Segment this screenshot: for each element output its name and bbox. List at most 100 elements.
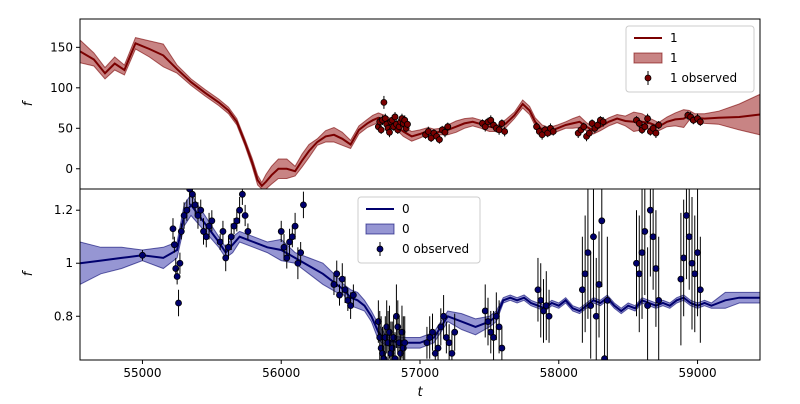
bottom-observed-point (208, 210, 216, 232)
bottom-point-marker (222, 254, 230, 262)
top-point-marker (652, 129, 660, 137)
top-point-marker (380, 98, 388, 106)
top-point-marker (498, 120, 506, 127)
bottom-plot-frame (79, 188, 761, 361)
bottom-observed-point (291, 212, 299, 240)
bottom-observed-point (545, 289, 553, 343)
bottom-observed-point (603, 236, 611, 360)
bottom-point-marker (333, 270, 341, 278)
bottom-point-marker (393, 312, 400, 320)
top-y-tick-label: 150 (50, 40, 73, 54)
bottom-point-marker (280, 243, 288, 251)
bottom-point-marker (641, 228, 649, 235)
bottom-point-marker (451, 328, 459, 336)
bottom-point-marker (244, 228, 252, 235)
bottom-x-tick-label: 55000 (123, 366, 161, 380)
bottom-point-marker (601, 355, 608, 360)
bottom-observed-point (652, 210, 660, 327)
bottom-point-marker (169, 225, 177, 233)
bottom-point-marker (638, 249, 646, 257)
bottom-point-marker (347, 302, 355, 310)
bottom-observed-point (649, 189, 657, 290)
bottom-point-marker (338, 275, 346, 283)
top-observed-point (380, 95, 388, 109)
bottom-observed-point (537, 263, 545, 338)
bottom-observed-point (434, 332, 442, 360)
top-observed-point (444, 122, 452, 131)
bottom-point-marker (172, 265, 180, 272)
bottom-observed-point (688, 196, 696, 330)
top-legend-key-points (644, 71, 652, 85)
top-observed-point (436, 135, 443, 144)
bottom-observed-point (451, 313, 459, 351)
bottom-observed-point (677, 212, 685, 346)
bottom-observed-point (685, 189, 693, 290)
bottom-observed-point (584, 189, 592, 319)
top-legend-key-band (633, 52, 663, 64)
bottom-confidence-band (80, 193, 760, 349)
bottom-point-marker (688, 259, 696, 267)
bottom-point-marker (655, 296, 663, 304)
bottom-point-marker (492, 312, 500, 320)
top-point-marker (585, 129, 593, 137)
bottom-point-marker (437, 323, 445, 331)
bottom-point-marker (545, 312, 553, 320)
bottom-observed-point (542, 271, 550, 341)
bottom-point-marker (448, 349, 456, 357)
bottom-point-marker (696, 286, 704, 294)
bottom-point-marker (388, 344, 396, 352)
top-legend: 1 1 1 observed (625, 25, 755, 93)
top-legend-box (625, 25, 755, 93)
bottom-observed-point (429, 313, 436, 351)
bottom-point-marker (176, 259, 184, 267)
bottom-point-marker (374, 318, 382, 325)
bottom-observed-point (655, 236, 663, 360)
top-observed-point (391, 112, 399, 122)
bottom-point-marker (694, 249, 701, 257)
top-observed-point (498, 119, 506, 128)
bottom-point-marker (691, 270, 699, 278)
bottom-observed-point (219, 220, 227, 243)
bottom-observed-point (644, 247, 651, 360)
top-point-marker (549, 128, 557, 135)
bottom-plot-area (80, 189, 760, 360)
bottom-observed-point (431, 332, 439, 360)
bottom-point-marker (241, 212, 249, 219)
bottom-point-marker (542, 302, 550, 310)
top-observed-point (501, 126, 509, 137)
bottom-point-marker (283, 254, 291, 262)
bottom-point-marker (391, 355, 399, 360)
bottom-point-marker (376, 334, 384, 341)
bottom-point-marker (288, 233, 296, 241)
top-point-marker (444, 123, 452, 131)
bottom-point-marker (197, 206, 205, 214)
bottom-y-tick-label: 1.2 (54, 203, 73, 217)
top-point-marker (381, 115, 389, 122)
top-panel: 0 50 100 150 f 1 1 1 observed (21, 19, 760, 189)
top-observed-point (635, 118, 643, 129)
bottom-observed-point (587, 252, 595, 359)
bottom-observed-point (333, 260, 341, 288)
bottom-observed-point (691, 215, 699, 333)
top-point-marker (599, 118, 607, 126)
bottom-point-marker (189, 190, 196, 198)
top-y-tick-label: 100 (50, 81, 73, 95)
bottom-x-tick-label: 57000 (401, 366, 439, 380)
bottom-observed-point (244, 223, 252, 240)
bottom-observed-point (297, 242, 305, 264)
bottom-observed-point (595, 231, 603, 338)
bottom-observed-point (401, 316, 409, 360)
bottom-point-marker (578, 286, 586, 294)
bottom-legend-label: 0 (402, 202, 410, 216)
top-point-marker (391, 113, 399, 121)
bottom-observed-point (598, 189, 606, 288)
bottom-observed-point (641, 189, 649, 296)
bottom-point-marker (683, 212, 690, 219)
bottom-axes: 0.8 1 1.2 55000 56000 57000 58000 59000 (54, 203, 717, 380)
top-y-tick-label: 0 (65, 162, 73, 176)
bottom-observed-point (176, 252, 184, 274)
bottom-point-marker (445, 339, 453, 347)
bottom-point-marker (225, 243, 232, 251)
bottom-observed-point (169, 218, 177, 240)
